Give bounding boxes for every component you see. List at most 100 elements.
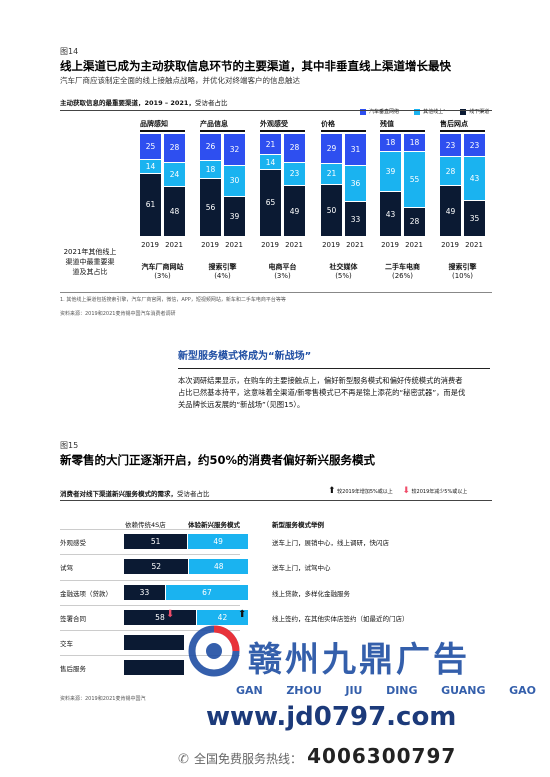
year-label: 2021 (165, 241, 183, 249)
arrow-down-icon: ⬇ (402, 486, 410, 496)
source-note: 资料来源：2019和2021麦肯锡中国汽 (60, 696, 146, 702)
top-channel-share: (3%) (154, 272, 171, 280)
stage-header-line (260, 130, 305, 132)
bar-segment-vertical: 23 (440, 134, 461, 158)
bar-segment-other-online: 24 (164, 162, 185, 188)
footnote: 1. 其他线上渠道包括搜索引擎，汽车厂商官网，微信，APP，短视频网站，新车和二… (60, 297, 286, 303)
bar-segment-vertical: 29 (321, 134, 342, 164)
row-label: 签署合同 (60, 615, 86, 623)
year-label: 2019 (141, 241, 159, 249)
legend-swatch (360, 108, 366, 115)
year-label: 2019 (261, 241, 279, 249)
stage-header-line (440, 130, 485, 132)
bar-segment-offline: 49 (440, 186, 461, 236)
stacked-bar: 32 30 39 (224, 134, 245, 236)
col-header-examples: 新型服务模式举例 (272, 521, 324, 529)
stacked-bar: 18 55 28 (404, 134, 425, 236)
stage-header: 品牌感知 (140, 120, 168, 128)
row-label: 售后服务 (60, 665, 86, 673)
row-divider (60, 655, 240, 656)
stage-header-line (140, 130, 185, 132)
bar-segment-vertical: 28 (284, 134, 305, 163)
stacked-bar: 31 36 33 (345, 134, 366, 236)
bar-segment-vertical: 25 (140, 134, 161, 160)
bar-segment-other-online: 23 (284, 162, 305, 186)
top-channel-label: 二手车电商 (385, 263, 420, 271)
year-label: 2021 (346, 241, 364, 249)
watermark-brand: 赣州九鼎广告 (248, 640, 470, 680)
bar-segment-vertical: 21 (260, 134, 281, 156)
legend-item: 汽车垂直网络 (360, 108, 399, 115)
stacked-bar: 26 18 56 (200, 134, 221, 236)
example-text: 送车上门，试驾中心 (272, 564, 331, 572)
stacked-bar: 23 28 49 (440, 134, 461, 236)
watermark-pinyin: GAN ZHOU JIU DING GUANG GAO (236, 684, 536, 697)
bar-segment-offline: 39 (224, 196, 245, 236)
brand-logo-icon (188, 625, 240, 677)
example-text: 送车上门，展销中心，线上调研，快闪店 (272, 539, 389, 547)
year-label: 2019 (381, 241, 399, 249)
year-label: 2021 (405, 241, 423, 249)
stacked-bar: 25 14 61 (140, 134, 161, 236)
watermark-url[interactable]: www.jd0797.com (206, 702, 457, 732)
divider (178, 368, 490, 369)
bar-segment-other-online: 30 (224, 166, 245, 197)
divider (60, 500, 492, 501)
stacked-bar: 28 23 49 (284, 134, 305, 236)
bar-traditional: 52 (124, 559, 189, 574)
chart-legend: 汽车垂直网络 其他线上¹ 线下渠道 (350, 98, 489, 117)
year-label: 2019 (441, 241, 459, 249)
col-header-new: 体验新兴服务模式 (188, 521, 240, 529)
row-divider (60, 630, 240, 631)
bar-traditional (124, 660, 184, 675)
stacked-bar: 28 24 48 (164, 134, 185, 236)
arrow-up-icon: ⬆ (238, 609, 247, 620)
figure-label: 图14 (60, 47, 79, 56)
stage-header-line (200, 130, 245, 132)
bar-segment-offline: 48 (164, 187, 185, 236)
bar-segment-other-online: 21 (321, 163, 342, 185)
bar-segment-vertical: 23 (464, 134, 485, 158)
stacked-bar: 23 43 35 (464, 134, 485, 236)
example-text: 线上贷款，多样化金融服务 (272, 590, 350, 598)
legend-swatch (414, 108, 421, 115)
bar-traditional: 33 (124, 585, 165, 600)
bar-new-model: 42 (196, 610, 248, 625)
row-divider (60, 605, 240, 606)
bar-segment-offline: 56 (200, 178, 221, 236)
bar-segment-other-online: 36 (345, 165, 366, 203)
source-note: 资料来源：2019和2021麦肯锡中国汽车消费者调研 (60, 311, 176, 317)
top-channel-share: (3%) (274, 272, 291, 280)
arrow-down-icon: ⬇ (166, 609, 175, 620)
chart-title: 消费者对线下渠道新兴服务模式的需求，受访者占比 (60, 490, 210, 498)
row-label: 试驾 (60, 564, 73, 572)
section-body: 本次调研结果显示，在购车的主要接触点上，偏好新型服务模式和偏好传统模式的消费者 … (178, 376, 466, 409)
bar-segment-vertical: 18 (404, 134, 425, 153)
row-label: 外观感受 (60, 539, 86, 547)
year-label: 2021 (465, 241, 483, 249)
stage-header: 价格 (321, 120, 335, 128)
bar-segment-vertical: 32 (224, 134, 245, 167)
bar-segment-offline: 35 (464, 200, 485, 236)
bar-segment-offline: 28 (404, 207, 425, 236)
stage-header: 售后网点 (440, 120, 468, 128)
bar-traditional (124, 635, 184, 650)
example-text: 线上签约，在其他实体店签约（如最近的门店） (272, 615, 409, 623)
bar-segment-other-online: 55 (404, 152, 425, 208)
stage-header: 外观感受 (260, 120, 288, 128)
bar-new-model: 49 (188, 534, 248, 549)
row-divider (60, 580, 240, 581)
row-divider (60, 554, 240, 555)
bar-segment-offline: 49 (284, 186, 305, 236)
stage-header: 残值 (380, 120, 394, 128)
row-label: 交车 (60, 640, 73, 648)
figure-title: 线上渠道已成为主动获取信息环节的主要渠道，其中非垂直线上渠道增长最快 (60, 59, 451, 73)
top-channel-share: (10%) (451, 272, 474, 280)
figure-title: 新零售的大门正逐渐开启，约50%的消费者偏好新兴服务模式 (60, 453, 376, 467)
col-header-trad: 依赖传统4S店 (125, 521, 166, 529)
top-channel-share: (4%) (214, 272, 231, 280)
section-heading: 新型服务模式将成为“新战场” (178, 351, 312, 362)
bar-segment-other-online: 18 (200, 160, 221, 179)
fig15-legend: ⬆ 较2019年增加5%或以上 ⬇ 较2019年减少5%或以上 (328, 486, 468, 496)
top-channel-share: (26%) (391, 272, 414, 280)
